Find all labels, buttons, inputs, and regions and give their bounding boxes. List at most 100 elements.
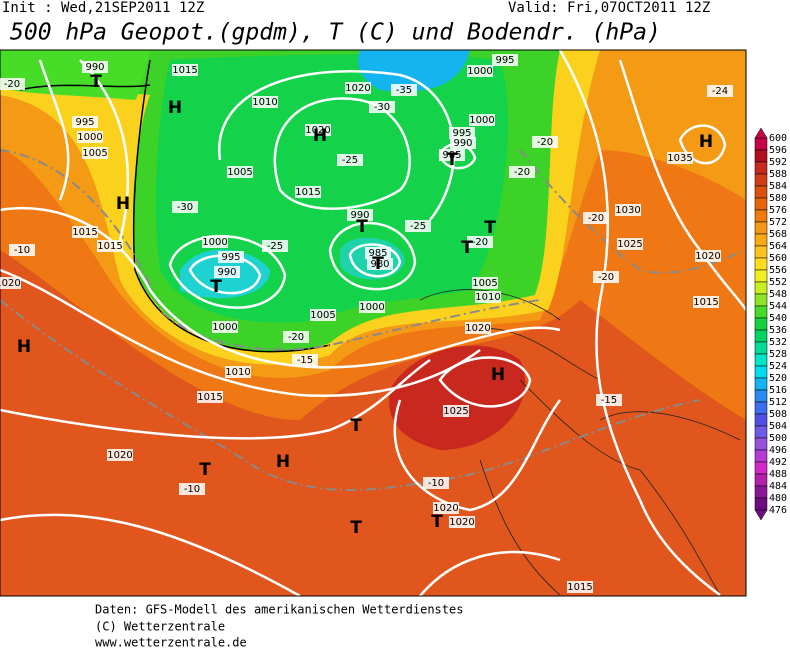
- label-box: [469, 114, 495, 126]
- label-box: [450, 137, 476, 149]
- colorbar-box: [754, 425, 768, 439]
- isobar-label: 1015: [197, 392, 222, 403]
- map-frame: [0, 49, 747, 597]
- isobar-label: 985: [368, 248, 387, 259]
- label-box: [465, 322, 491, 334]
- isobar-label: 1005: [227, 167, 252, 178]
- isobar: [0, 268, 481, 397]
- label-box: [0, 277, 21, 289]
- colorbar-label: 592: [769, 157, 787, 168]
- colorbar-label: 516: [769, 385, 787, 396]
- colorbar-box: [754, 245, 768, 259]
- isobar-label: 990: [350, 210, 369, 221]
- isobar-label: 1020: [0, 278, 21, 289]
- colorbar-label: 580: [769, 193, 787, 204]
- pressure-center: H: [116, 194, 130, 214]
- map: 990 1015995100010051010102010201000995100…: [0, 49, 747, 597]
- label-box: [617, 238, 643, 250]
- isobar-label: 990: [85, 62, 104, 73]
- valid-time: Valid: Fri,07OCT2011 12Z: [508, 0, 710, 16]
- label-box: [596, 394, 622, 406]
- label-box: [97, 240, 123, 252]
- isobar-label: -15: [297, 355, 313, 366]
- label-box: [423, 477, 449, 489]
- isobar: [38, 59, 130, 241]
- isobar-label: -20: [4, 79, 20, 90]
- isobar-label: -20: [472, 237, 488, 248]
- label-box: [615, 204, 641, 216]
- colorbar-label: 512: [769, 397, 787, 408]
- label-box: [0, 78, 25, 90]
- label-box: [449, 516, 475, 528]
- pressure-center: T: [210, 277, 222, 297]
- pressure-center: H: [168, 98, 182, 118]
- colorbar-box: [754, 341, 768, 355]
- isobar-label: -35: [396, 85, 412, 96]
- label-box: [443, 405, 469, 417]
- label-box: [262, 240, 288, 252]
- isobar-label: 990: [217, 267, 236, 278]
- isobar-label: 1005: [472, 278, 497, 289]
- isobar-label: -10: [428, 478, 444, 489]
- label-box: [310, 309, 336, 321]
- colorbar-box: [754, 317, 768, 331]
- colorbar-label: 588: [769, 169, 787, 180]
- isobar-label: -20: [588, 213, 604, 224]
- label-box: [707, 85, 733, 97]
- label-box: [405, 220, 431, 232]
- colorbar-box: [754, 293, 768, 307]
- pressure-center: H: [699, 132, 713, 152]
- colorbar-label: 476: [769, 505, 787, 516]
- front-line: [132, 59, 331, 353]
- colorbar-box: [754, 437, 768, 451]
- label-box: [583, 212, 609, 224]
- colorbar-box: [754, 497, 768, 511]
- isobar-label: 995: [75, 117, 94, 128]
- isobar-label: 1000: [212, 322, 237, 333]
- colorbar-label: 576: [769, 205, 787, 216]
- isobar-label: 1000: [359, 302, 384, 313]
- colorbar-label: 536: [769, 325, 787, 336]
- colorbar-label: 564: [769, 241, 787, 252]
- footer-line: www.wetterzentrale.de: [95, 636, 247, 648]
- colorbar-label: 504: [769, 421, 787, 432]
- isobar-label: -10: [184, 484, 200, 495]
- label-box: [82, 61, 108, 73]
- pressure-center: H: [17, 337, 31, 357]
- colorbar-box: [754, 281, 768, 295]
- isobar: [348, 243, 402, 278]
- isobar: [0, 513, 561, 596]
- pressure-center: T: [484, 218, 496, 238]
- footer-line: (C) Wetterzentrale: [95, 620, 225, 634]
- label-box: [82, 147, 108, 159]
- isobar-label: -30: [177, 202, 193, 213]
- colorbar-label: 532: [769, 337, 787, 348]
- label-box: [509, 166, 535, 178]
- colorbar-label: 484: [769, 481, 787, 492]
- pressure-center: T: [461, 238, 473, 258]
- colorbar-box: [754, 209, 768, 223]
- colorbar-label: 488: [769, 469, 787, 480]
- colorbar-box: [754, 233, 768, 247]
- isobar: [218, 69, 456, 221]
- colorbar-box: [754, 269, 768, 283]
- label-box: [212, 321, 238, 333]
- colorbar-box: [754, 149, 768, 163]
- label-box: [439, 149, 465, 161]
- isobar-label: 1020: [305, 125, 330, 136]
- isobar: [618, 59, 746, 311]
- label-box: [391, 84, 417, 96]
- colorbar-label: 596: [769, 145, 787, 156]
- colorbar-box: [754, 305, 768, 319]
- isobar-label: 1015: [172, 65, 197, 76]
- isobar-label: 1020: [345, 83, 370, 94]
- isobar-label: 1010: [252, 97, 277, 108]
- label-box: [295, 186, 321, 198]
- isobar-label: 1000: [469, 115, 494, 126]
- isobar-label: 1000: [202, 237, 227, 248]
- isobar-label: -24: [712, 86, 728, 97]
- label-box: [202, 236, 228, 248]
- isobar-label: 1015: [693, 297, 718, 308]
- label-box: [225, 366, 251, 378]
- label-box: [433, 502, 459, 514]
